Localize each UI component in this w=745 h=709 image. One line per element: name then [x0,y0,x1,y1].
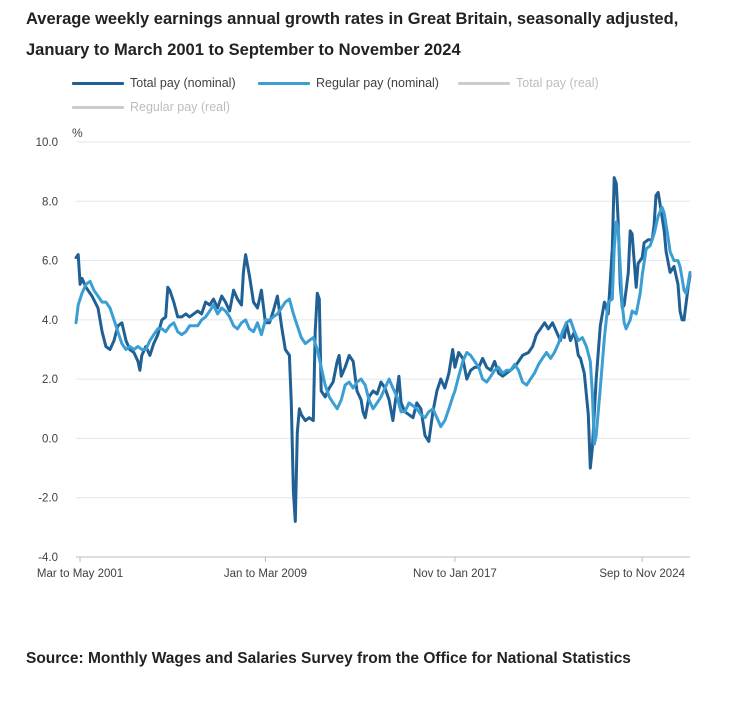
legend-label: Regular pay (nominal) [316,76,439,90]
legend-item-regular-pay-real[interactable]: Regular pay (real) [72,98,230,116]
legend-item-total-pay-real[interactable]: Total pay (real) [458,74,599,92]
legend-swatch [458,81,510,85]
x-tick-label: Sep to Nov 2024 [599,568,685,580]
legend-label: Total pay (nominal) [130,76,236,90]
legend-swatch [72,81,124,85]
y-tick-label: 10.0 [36,137,58,149]
y-tick-label: 4.0 [42,315,58,327]
x-tick-label: Jan to Mar 2009 [224,568,307,580]
y-axis-ticks: 10.0 8.0 6.0 4.0 2.0 0.0 -2.0 -4.0 [36,137,58,564]
x-tick-label: Nov to Jan 2017 [413,568,497,580]
legend-swatch [72,105,124,109]
legend-item-regular-pay-nominal[interactable]: Regular pay (nominal) [258,74,439,92]
legend-item-total-pay-nominal[interactable]: Total pay (nominal) [72,74,236,92]
chart-title: Average weekly earnings annual growth ra… [26,10,679,59]
y-axis-label: % [72,126,83,140]
legend-swatch [258,81,310,85]
series-line-total-pay-nominal[interactable] [74,176,692,523]
source-note: Source: Monthly Wages and Salaries Surve… [26,650,631,667]
y-tick-label: 6.0 [42,256,58,268]
x-tick-label: Mar to May 2001 [37,568,123,580]
series-line-regular-pay-nominal[interactable] [74,205,692,446]
x-axis: Mar to May 2001 Jan to Mar 2009 Nov to Jan… [37,557,686,580]
y-tick-label: 8.0 [42,196,58,208]
y-tick-label: -4.0 [38,552,58,564]
y-tick-label: -2.0 [38,493,58,505]
y-tick-label: 0.0 [42,433,58,445]
data-series [74,176,692,523]
gridlines [76,141,690,558]
legend-label: Total pay (real) [516,76,599,90]
legend-label: Regular pay (real) [130,100,231,114]
line-chart: 10.0 8.0 6.0 4.0 2.0 0.0 -2.0 -4.0 % Mar to May… [36,126,692,580]
y-tick-label: 2.0 [42,374,58,386]
